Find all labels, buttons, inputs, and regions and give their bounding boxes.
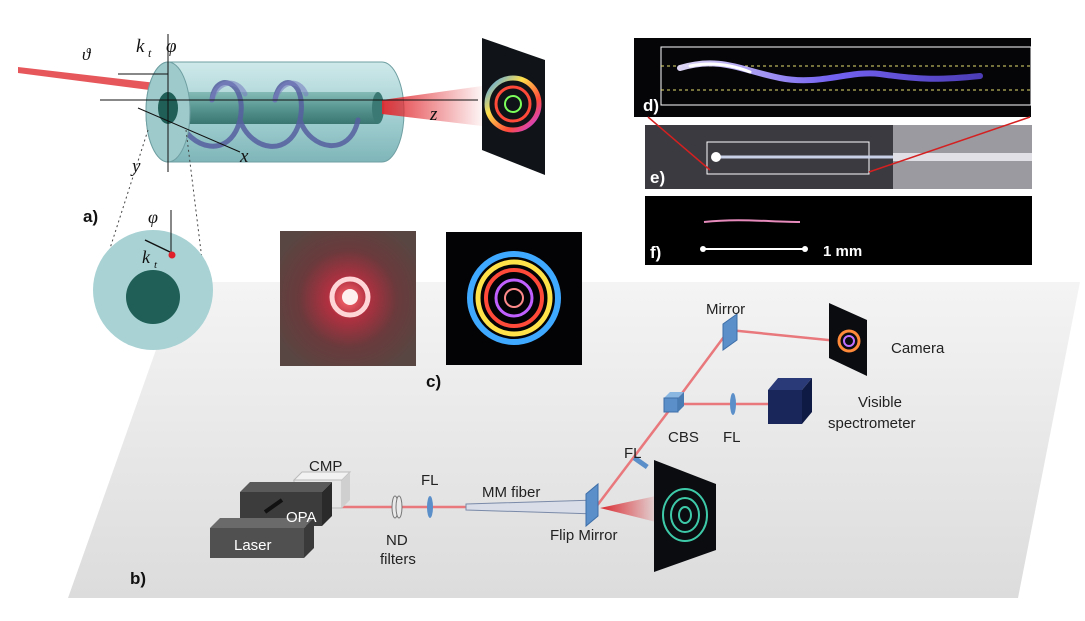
panel-label-c: c) <box>426 372 441 391</box>
beam-image-photo <box>280 231 416 366</box>
panel-label-e: e) <box>650 168 665 187</box>
flip-output-screen <box>654 460 716 572</box>
fiber-core <box>168 92 378 124</box>
focusing-lens-1 <box>427 496 433 518</box>
setup-beam-paths <box>330 328 859 522</box>
image-panel-d <box>634 38 1032 117</box>
flip-mirror-label: Flip Mirror <box>550 527 618 544</box>
cross-section-phi: φ <box>148 207 158 227</box>
focusing-lens-2 <box>632 455 649 470</box>
t-subscript: t <box>148 46 152 60</box>
phi-symbol: φ <box>166 36 177 57</box>
output-cone <box>382 86 482 126</box>
opa-label: OPA <box>286 509 317 526</box>
fl-label-1: FL <box>421 472 439 489</box>
spectrometer-label-line1: Visible <box>858 394 902 411</box>
k-symbol: k <box>136 36 145 57</box>
nd-label-line2: filters <box>380 551 416 568</box>
spectrometer-label-line2: spectrometer <box>828 415 916 432</box>
nd-label-line1: ND <box>386 532 408 549</box>
laser-block <box>210 518 314 558</box>
camera-screen <box>829 303 867 376</box>
y-axis-label: y <box>130 156 141 177</box>
flip-mirror <box>585 482 599 528</box>
nd-filters-optic <box>391 495 403 519</box>
scale-bar-label: 1 mm <box>823 243 862 260</box>
panel-label-a: a) <box>83 207 98 226</box>
mirror-label: Mirror <box>706 301 745 318</box>
image-panel-e <box>645 116 1032 189</box>
panel-label-b: b) <box>130 569 146 588</box>
fiber-cross-section: φ k t <box>93 207 213 350</box>
cmp-label: CMP <box>309 458 342 475</box>
mm-fiber-label: MM fiber <box>482 484 540 501</box>
image-panel-f: 1 mm <box>645 196 1032 265</box>
output-pattern-screen <box>482 38 545 175</box>
mirror <box>722 313 738 351</box>
beam-image-false-color <box>446 232 582 365</box>
theta-symbol: ϑ <box>82 45 92 64</box>
fl-label-2: FL <box>624 445 642 462</box>
panel-label-d: d) <box>643 96 659 115</box>
incoming-beam <box>18 67 165 92</box>
cbs-label: CBS <box>668 429 699 446</box>
fiber-3d-diagram: ϑ k t φ z x y <box>18 34 482 177</box>
x-axis-label: x <box>239 146 249 167</box>
cross-section-t: t <box>154 259 158 271</box>
camera-label: Camera <box>891 340 945 357</box>
cbs-cube <box>663 392 684 413</box>
cross-section-k: k <box>142 247 151 267</box>
focusing-lens-3 <box>730 393 736 415</box>
fl-label-3: FL <box>723 429 741 446</box>
panel-label-f: f) <box>650 243 661 262</box>
spectrometer-cube <box>768 378 812 424</box>
laser-label: Laser <box>234 537 272 554</box>
z-axis-label: z <box>429 104 438 125</box>
